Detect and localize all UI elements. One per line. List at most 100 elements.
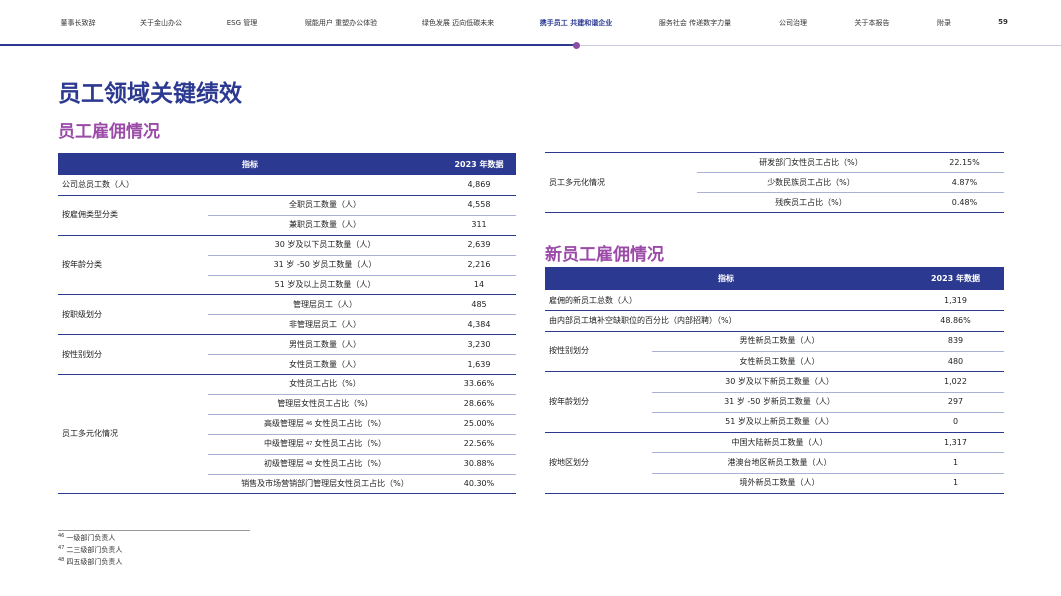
row-value: 1,639: [467, 359, 491, 369]
row-line: [208, 254, 516, 256]
section-title: 员工雇佣情况: [58, 122, 160, 142]
row-label: 全职员工数量（人）: [289, 200, 361, 210]
nav-item: ESG 管理: [226, 19, 258, 27]
row-value: 1,022: [944, 376, 967, 386]
footnote: 47 二三级部门负责人: [58, 545, 122, 555]
nav-dot: [573, 42, 580, 49]
row-label: 男性新员工数量（人）: [739, 336, 820, 346]
row-value: 1,317: [944, 437, 967, 447]
row-line: [208, 274, 516, 276]
label-sup: 48: [306, 460, 313, 467]
footnote: 48 四五级部门负责人: [58, 557, 122, 567]
row-line: [208, 453, 516, 455]
label-text: 女性员工占比（%）: [314, 459, 386, 469]
row-value: 0: [952, 417, 959, 427]
row-label: 女性新员工数量（人）: [739, 356, 820, 366]
row-value: 22.15%: [949, 157, 980, 167]
row-group: 员工多元化情况: [549, 177, 605, 187]
page-title: 员工领域关键绩效: [58, 81, 242, 107]
row-line: [58, 334, 516, 336]
row-label: 销售及市场营销部门管理层女性员工占比（%）: [241, 478, 409, 488]
row-group: 按性别划分: [549, 346, 589, 356]
row-value: 1: [952, 458, 959, 468]
nav-item: 公司治理: [779, 19, 807, 27]
row-value: 839: [947, 336, 964, 346]
row-value: 4,384: [467, 319, 491, 329]
row-label: 少数民族员工占比（%）: [767, 177, 855, 187]
row-line: [208, 314, 516, 316]
row-line: [58, 234, 516, 236]
header-cell: 2023 年数据: [454, 159, 504, 169]
row-label: 51 岁及以上新员工数量（人）: [725, 417, 834, 427]
table-header: [545, 267, 1004, 290]
row-line: [652, 472, 1004, 474]
table-header: [58, 153, 516, 175]
row-line: [208, 354, 516, 356]
nav-item: 携手员工 共建和谐企业: [539, 19, 613, 27]
label-text: 高级管理层: [264, 419, 304, 429]
footnote-number: 48: [58, 557, 65, 563]
row-label: 31 岁 -50 岁新员工数量（人）: [724, 397, 835, 407]
row-value: 25.00%: [463, 419, 495, 429]
row-value: 28.66%: [463, 399, 495, 409]
header-cell: 指标: [242, 159, 258, 169]
nav-rule: [0, 44, 576, 46]
row-line: [58, 374, 516, 375]
row-label: 由内部员工填补空缺职位的百分比（内部招聘）（%）: [549, 315, 737, 325]
row-line: [545, 330, 1004, 332]
row-line: [652, 391, 1004, 393]
row-group: 按地区划分: [549, 458, 589, 468]
label-sup: 46: [306, 420, 313, 427]
row-label: 中级管理层 47 女性员工占比（%）: [208, 434, 442, 454]
section-title: 新员工雇佣情况: [545, 245, 664, 265]
row-value: 297: [947, 397, 964, 407]
nav-item: 赋能用户 重塑办公体验: [304, 19, 378, 27]
row-line: [58, 493, 516, 495]
footnote-number: 46: [58, 533, 65, 539]
row-value: 40.30%: [463, 478, 495, 488]
row-line: [58, 294, 516, 296]
nav-item: 服务社会 传递数字力量: [658, 19, 732, 27]
row-label: 港澳台地区新员工数量（人）: [727, 458, 832, 468]
row-value: 48.86%: [940, 315, 971, 325]
row-line: [545, 493, 1004, 494]
row-label: 管理层员工（人）: [293, 299, 357, 309]
row-value: 4.87%: [951, 177, 978, 187]
row-line: [208, 413, 516, 415]
row-label: 30 岁及以下新员工数量（人）: [725, 376, 834, 386]
row-label: 中国大陆新员工数量（人）: [731, 437, 828, 447]
row-line: [208, 433, 516, 435]
row-label: 境外新员工数量（人）: [739, 478, 820, 488]
nav-item: 董事长致辞: [60, 19, 96, 27]
row-group: 按雇佣类型分类: [62, 210, 118, 220]
row-line: [545, 432, 1004, 434]
row-group: 按年龄划分: [549, 397, 589, 407]
row-value: 4,558: [467, 200, 491, 210]
row-label: 管理层女性员工占比（%）: [277, 399, 373, 409]
row-value: 480: [947, 356, 964, 366]
row-line: [545, 371, 1004, 373]
row-value: 14: [473, 279, 485, 289]
row-line: [697, 172, 1004, 173]
label-text: 中级管理层: [264, 439, 304, 449]
row-group: 按年龄分类: [62, 260, 102, 270]
row-value: 30.88%: [463, 459, 495, 469]
row-value: 3,230: [467, 339, 491, 349]
nav-rule-light: [576, 45, 1061, 46]
nav-item: 关于金山办公: [140, 19, 182, 27]
row-label: 研发部门女性员工占比（%）: [759, 157, 863, 167]
row-label: 兼职员工数量（人）: [289, 220, 361, 230]
footnote-text: 一级部门负责人: [66, 534, 116, 543]
row-label: 雇佣的新员工总数（人）: [549, 295, 637, 305]
row-line: [545, 212, 1004, 213]
row-line: [208, 214, 516, 216]
row-label: 51 岁及以上员工数量（人）: [274, 279, 376, 289]
row-value: 4,869: [467, 180, 491, 190]
page-number: 59: [998, 18, 1008, 26]
row-label: 31 岁 -50 岁员工数量（人）: [273, 260, 377, 270]
row-line: [208, 393, 516, 395]
nav-item: 关于本报告: [854, 19, 890, 27]
row-line: [652, 350, 1004, 352]
header-cell: 指标: [718, 274, 734, 283]
